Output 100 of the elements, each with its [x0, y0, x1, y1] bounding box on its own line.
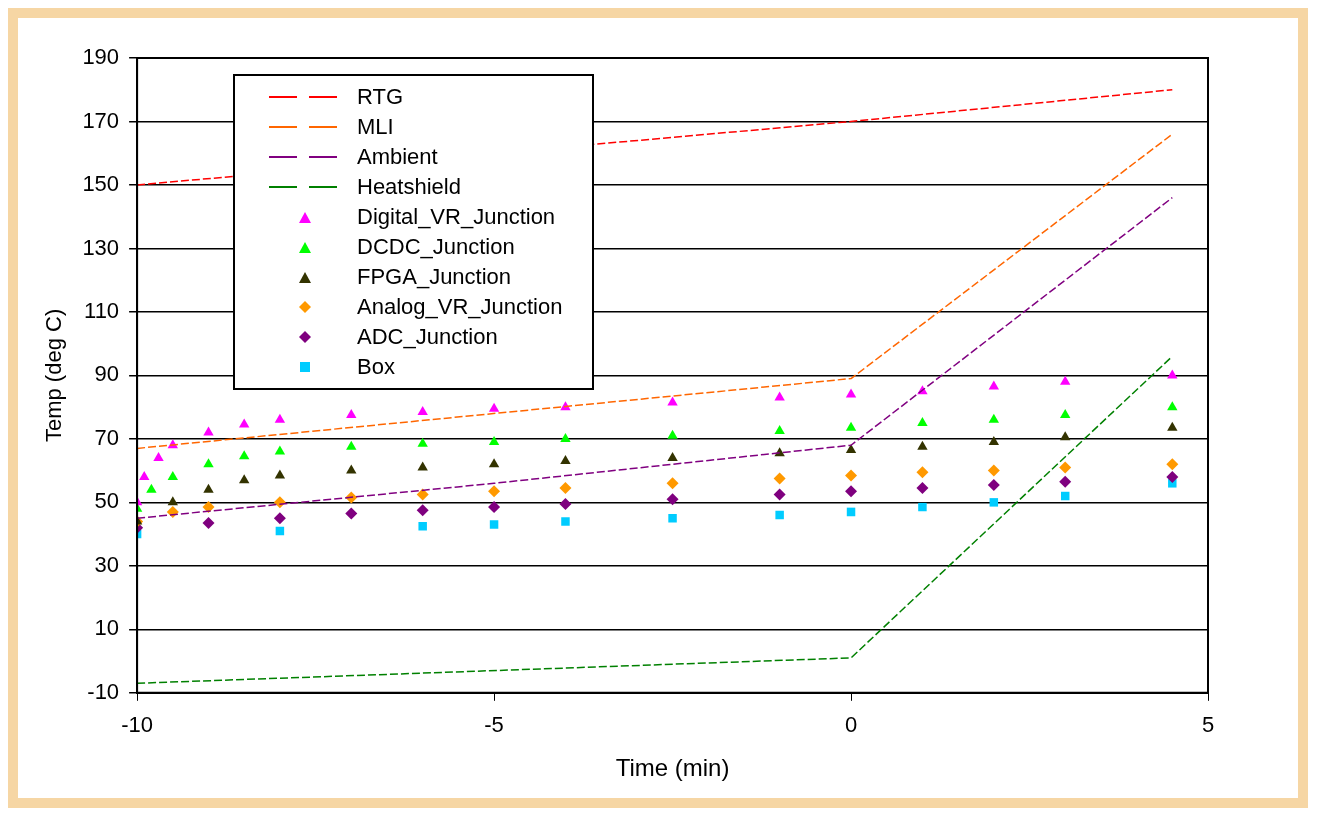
point: [417, 405, 428, 415]
point: [917, 417, 928, 427]
point: [989, 498, 999, 507]
point: [1060, 375, 1071, 385]
point: [488, 458, 500, 468]
y-tick-label: 50: [94, 488, 120, 514]
point: [345, 507, 358, 520]
point: [274, 413, 286, 423]
point: [987, 464, 1000, 477]
point: [774, 391, 785, 401]
legend-label: Heatshield: [357, 173, 461, 201]
point: [416, 504, 429, 517]
legend-label: ADC_Junction: [357, 323, 498, 351]
point: [667, 396, 678, 406]
point: [417, 437, 428, 447]
point: [488, 501, 501, 514]
point: [1167, 421, 1178, 431]
legend-label: Analog_VR_Junction: [357, 293, 563, 321]
point: [139, 470, 150, 480]
point: [239, 474, 250, 484]
y-tick-label: -10: [87, 678, 120, 704]
point: [774, 424, 785, 434]
point: [668, 513, 677, 523]
point: [917, 440, 928, 450]
y-tick-label: 110: [84, 297, 120, 323]
y-tick-label: 70: [94, 424, 120, 450]
point: [1167, 401, 1178, 411]
legend-label: Ambient: [357, 143, 438, 171]
y-tick-label: 90: [94, 361, 120, 387]
point: [146, 483, 157, 493]
x-tick-label: 5: [1201, 712, 1215, 738]
point: [916, 466, 929, 479]
x-axis-title: Time (min): [615, 754, 730, 782]
point: [560, 455, 571, 465]
point: [845, 469, 858, 482]
point: [1059, 461, 1072, 474]
x-tick-label: -10: [121, 712, 153, 738]
point: [775, 510, 784, 520]
point: [488, 485, 501, 498]
point: [239, 418, 250, 428]
legend-label: MLI: [357, 113, 394, 141]
x-tick-label: -5: [484, 712, 504, 738]
point: [845, 443, 857, 453]
point: [202, 516, 215, 529]
y-axis-title: Temp (deg C): [41, 308, 67, 443]
legend-label: FPGA_Junction: [357, 263, 512, 291]
point: [987, 478, 1000, 491]
point: [418, 521, 427, 531]
point: [845, 485, 858, 498]
x-tick-label: 0: [844, 712, 858, 738]
point: [1059, 475, 1072, 488]
point: [666, 493, 679, 506]
point: [773, 472, 786, 485]
point: [666, 477, 679, 490]
point: [1166, 458, 1179, 471]
point: [561, 517, 570, 526]
y-tick-label: 170: [82, 107, 120, 133]
point: [488, 436, 500, 446]
point: [273, 512, 286, 525]
point: [773, 488, 786, 501]
point: [1166, 470, 1179, 483]
y-tick-label: 190: [82, 44, 120, 70]
y-tick-label: 130: [82, 234, 120, 260]
point: [346, 464, 357, 474]
point: [346, 409, 357, 419]
point: [202, 501, 215, 514]
point: [559, 497, 572, 510]
point: [489, 520, 499, 529]
legend-label: RTG: [357, 83, 404, 111]
point: [203, 458, 214, 468]
point: [274, 445, 286, 455]
point: [416, 488, 429, 501]
y-tick-label: 30: [94, 551, 120, 577]
point: [845, 421, 857, 431]
point: [988, 413, 1000, 423]
point: [203, 426, 214, 436]
point: [346, 440, 357, 450]
point: [1060, 431, 1071, 441]
point: [560, 432, 571, 442]
point: [916, 482, 929, 495]
point: [153, 451, 164, 461]
point: [239, 450, 250, 460]
legend-label: Digital_VR_Junction: [357, 203, 556, 231]
legend-label: DCDC_Junction: [357, 233, 515, 261]
y-tick-label: 150: [82, 171, 120, 197]
legend-label: Box: [357, 353, 395, 381]
point: [1167, 369, 1178, 379]
point: [988, 436, 1000, 446]
point: [1060, 409, 1071, 419]
point: [845, 388, 857, 398]
point: [988, 380, 1000, 390]
point: [203, 483, 214, 493]
point: [167, 470, 178, 480]
y-tick-label: 10: [94, 615, 120, 641]
point: [918, 502, 927, 512]
point: [667, 451, 678, 461]
point: [667, 429, 678, 439]
point: [274, 469, 286, 479]
point: [559, 482, 572, 495]
point: [488, 402, 500, 412]
